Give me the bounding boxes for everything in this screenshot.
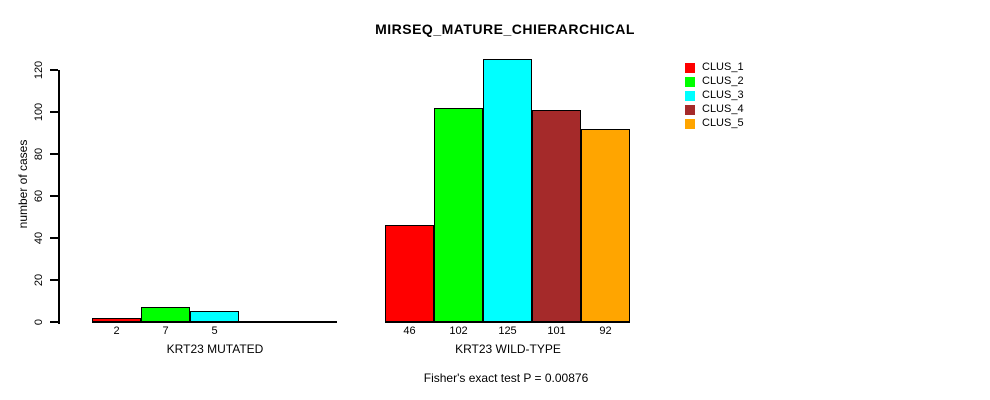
fisher-test-annotation: Fisher's exact test P = 0.00876 bbox=[423, 371, 589, 385]
bar-value-label: 101 bbox=[547, 325, 566, 337]
bar-clus_2-wildtype bbox=[434, 108, 483, 322]
bar-value-label: 125 bbox=[498, 325, 517, 337]
y-tick-label: 20 bbox=[33, 273, 45, 287]
y-tick-mark bbox=[50, 153, 58, 155]
legend-swatch-icon bbox=[685, 76, 695, 87]
bar-clus_2-mutated bbox=[141, 307, 190, 322]
bar-clus_1-wildtype bbox=[385, 225, 434, 322]
bar-clus_4-wildtype bbox=[532, 110, 581, 322]
bar-clus_3-mutated bbox=[190, 311, 239, 322]
y-tick-label: 120 bbox=[33, 60, 45, 80]
y-tick-mark bbox=[50, 111, 58, 113]
bar-clus_3-wildtype bbox=[483, 59, 532, 322]
y-tick-label: 0 bbox=[33, 318, 45, 326]
legend-item-label: CLUS_4 bbox=[702, 103, 744, 115]
bar-value-label: 46 bbox=[403, 325, 416, 337]
bar-clus_5-wildtype bbox=[581, 129, 630, 322]
legend-swatch-icon bbox=[685, 118, 695, 129]
legend: CLUS_1 CLUS_2 CLUS_3 CLUS_4 CLUS_5 bbox=[685, 61, 744, 131]
legend-item-label: CLUS_5 bbox=[702, 117, 744, 129]
y-axis-line bbox=[58, 70, 60, 324]
y-tick-label: 40 bbox=[33, 231, 45, 245]
x-baseline bbox=[385, 321, 630, 323]
bar-value-label: 5 bbox=[211, 325, 218, 337]
bar-value-label: 2 bbox=[113, 325, 120, 337]
y-tick-mark bbox=[50, 237, 58, 239]
legend-swatch-icon bbox=[685, 62, 695, 73]
bar-clus_1-mutated bbox=[92, 318, 141, 322]
y-axis-title: number of cases bbox=[16, 139, 30, 229]
legend-swatch-icon bbox=[685, 90, 695, 101]
chart-title: MIRSEQ_MATURE_CHIERARCHICAL bbox=[375, 21, 635, 37]
y-tick-mark bbox=[50, 279, 58, 281]
legend-item-label: CLUS_2 bbox=[702, 75, 744, 87]
legend-item-clus_2: CLUS_2 bbox=[685, 75, 744, 88]
y-tick-mark bbox=[50, 69, 58, 71]
legend-item-label: CLUS_1 bbox=[702, 61, 744, 73]
legend-item-label: CLUS_3 bbox=[702, 89, 744, 101]
legend-item-clus_3: CLUS_3 bbox=[685, 89, 744, 102]
bar-value-label: 102 bbox=[449, 325, 468, 337]
x-group-label-mutated: KRT23 MUTATED bbox=[166, 342, 264, 356]
y-tick-mark bbox=[50, 321, 58, 323]
y-tick-label: 80 bbox=[33, 147, 45, 161]
bar-value-label: 7 bbox=[162, 325, 169, 337]
x-baseline bbox=[92, 321, 337, 323]
legend-item-clus_5: CLUS_5 bbox=[685, 117, 744, 130]
legend-item-clus_4: CLUS_4 bbox=[685, 103, 744, 116]
legend-swatch-icon bbox=[685, 104, 695, 115]
y-tick-mark bbox=[50, 195, 58, 197]
legend-item-clus_1: CLUS_1 bbox=[685, 61, 744, 74]
x-group-label-wildtype: KRT23 WILD-TYPE bbox=[455, 342, 561, 356]
y-tick-label: 100 bbox=[33, 102, 45, 122]
bar-value-label: 92 bbox=[599, 325, 612, 337]
y-tick-label: 60 bbox=[33, 189, 45, 203]
